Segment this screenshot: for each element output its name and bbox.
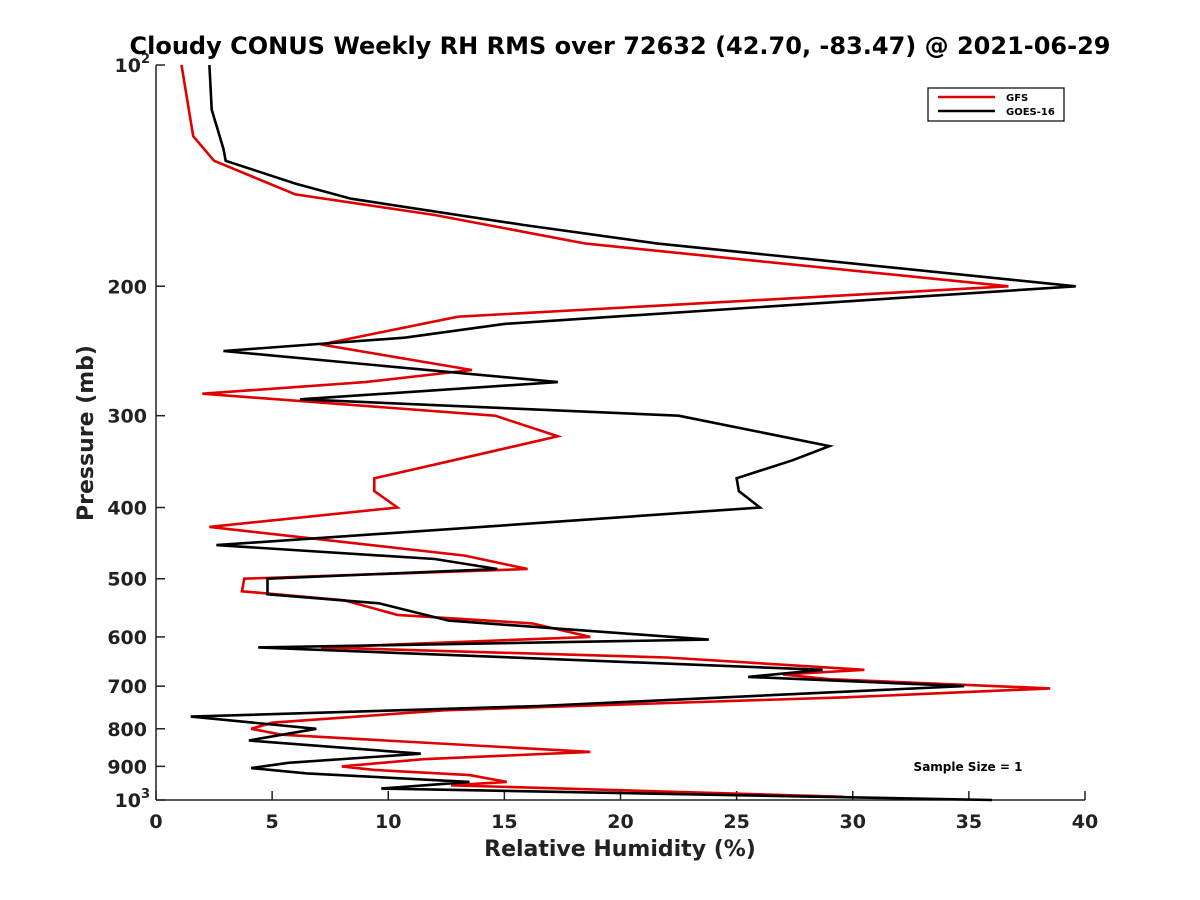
series-layer xyxy=(180,64,1076,802)
legend-label-goes16: GOES-16 xyxy=(1006,107,1055,118)
x-tick-label: 25 xyxy=(723,811,749,833)
x-tick-label: 20 xyxy=(607,811,633,833)
x-tick-label: 5 xyxy=(266,811,279,833)
legend: GFS GOES-16 xyxy=(927,87,1065,122)
y-tick-label: 600 xyxy=(107,627,147,649)
x-tick-label: 10 xyxy=(375,811,401,833)
y-tick-label: 102 xyxy=(115,52,151,77)
x-tick-label: 0 xyxy=(149,811,162,833)
y-tick-label: 103 xyxy=(115,787,151,812)
y-tick-label: 900 xyxy=(107,756,147,778)
y-tick-label: 500 xyxy=(107,569,147,591)
chart-title: Cloudy CONUS Weekly RH RMS over 72632 (4… xyxy=(130,32,1111,60)
x-tick-label: 30 xyxy=(840,811,866,833)
x-axis-label: Relative Humidity (%) xyxy=(484,837,756,862)
y-tick-label: 700 xyxy=(107,676,147,698)
legend-label-gfs: GFS xyxy=(1006,93,1028,104)
series-line-goes-16 xyxy=(190,64,1076,802)
y-tick-label: 800 xyxy=(107,719,147,741)
y-tick-label: 300 xyxy=(107,406,147,428)
legend-box xyxy=(927,87,1065,122)
sample-size-annotation: Sample Size = 1 xyxy=(914,760,1023,774)
x-tick-label: 40 xyxy=(1072,811,1098,833)
y-axis-ticks: 102 200 300 400 500 600 700 800 900 103 xyxy=(107,52,165,812)
x-tick-label: 35 xyxy=(956,811,982,833)
y-axis-label: Pressure (mb) xyxy=(74,345,99,521)
x-tick-label: 15 xyxy=(491,811,517,833)
y-tick-label: 200 xyxy=(107,276,147,298)
y-tick-label: 400 xyxy=(107,498,147,520)
x-axis-ticks: 0 5 10 15 20 25 30 35 40 xyxy=(149,791,1098,833)
